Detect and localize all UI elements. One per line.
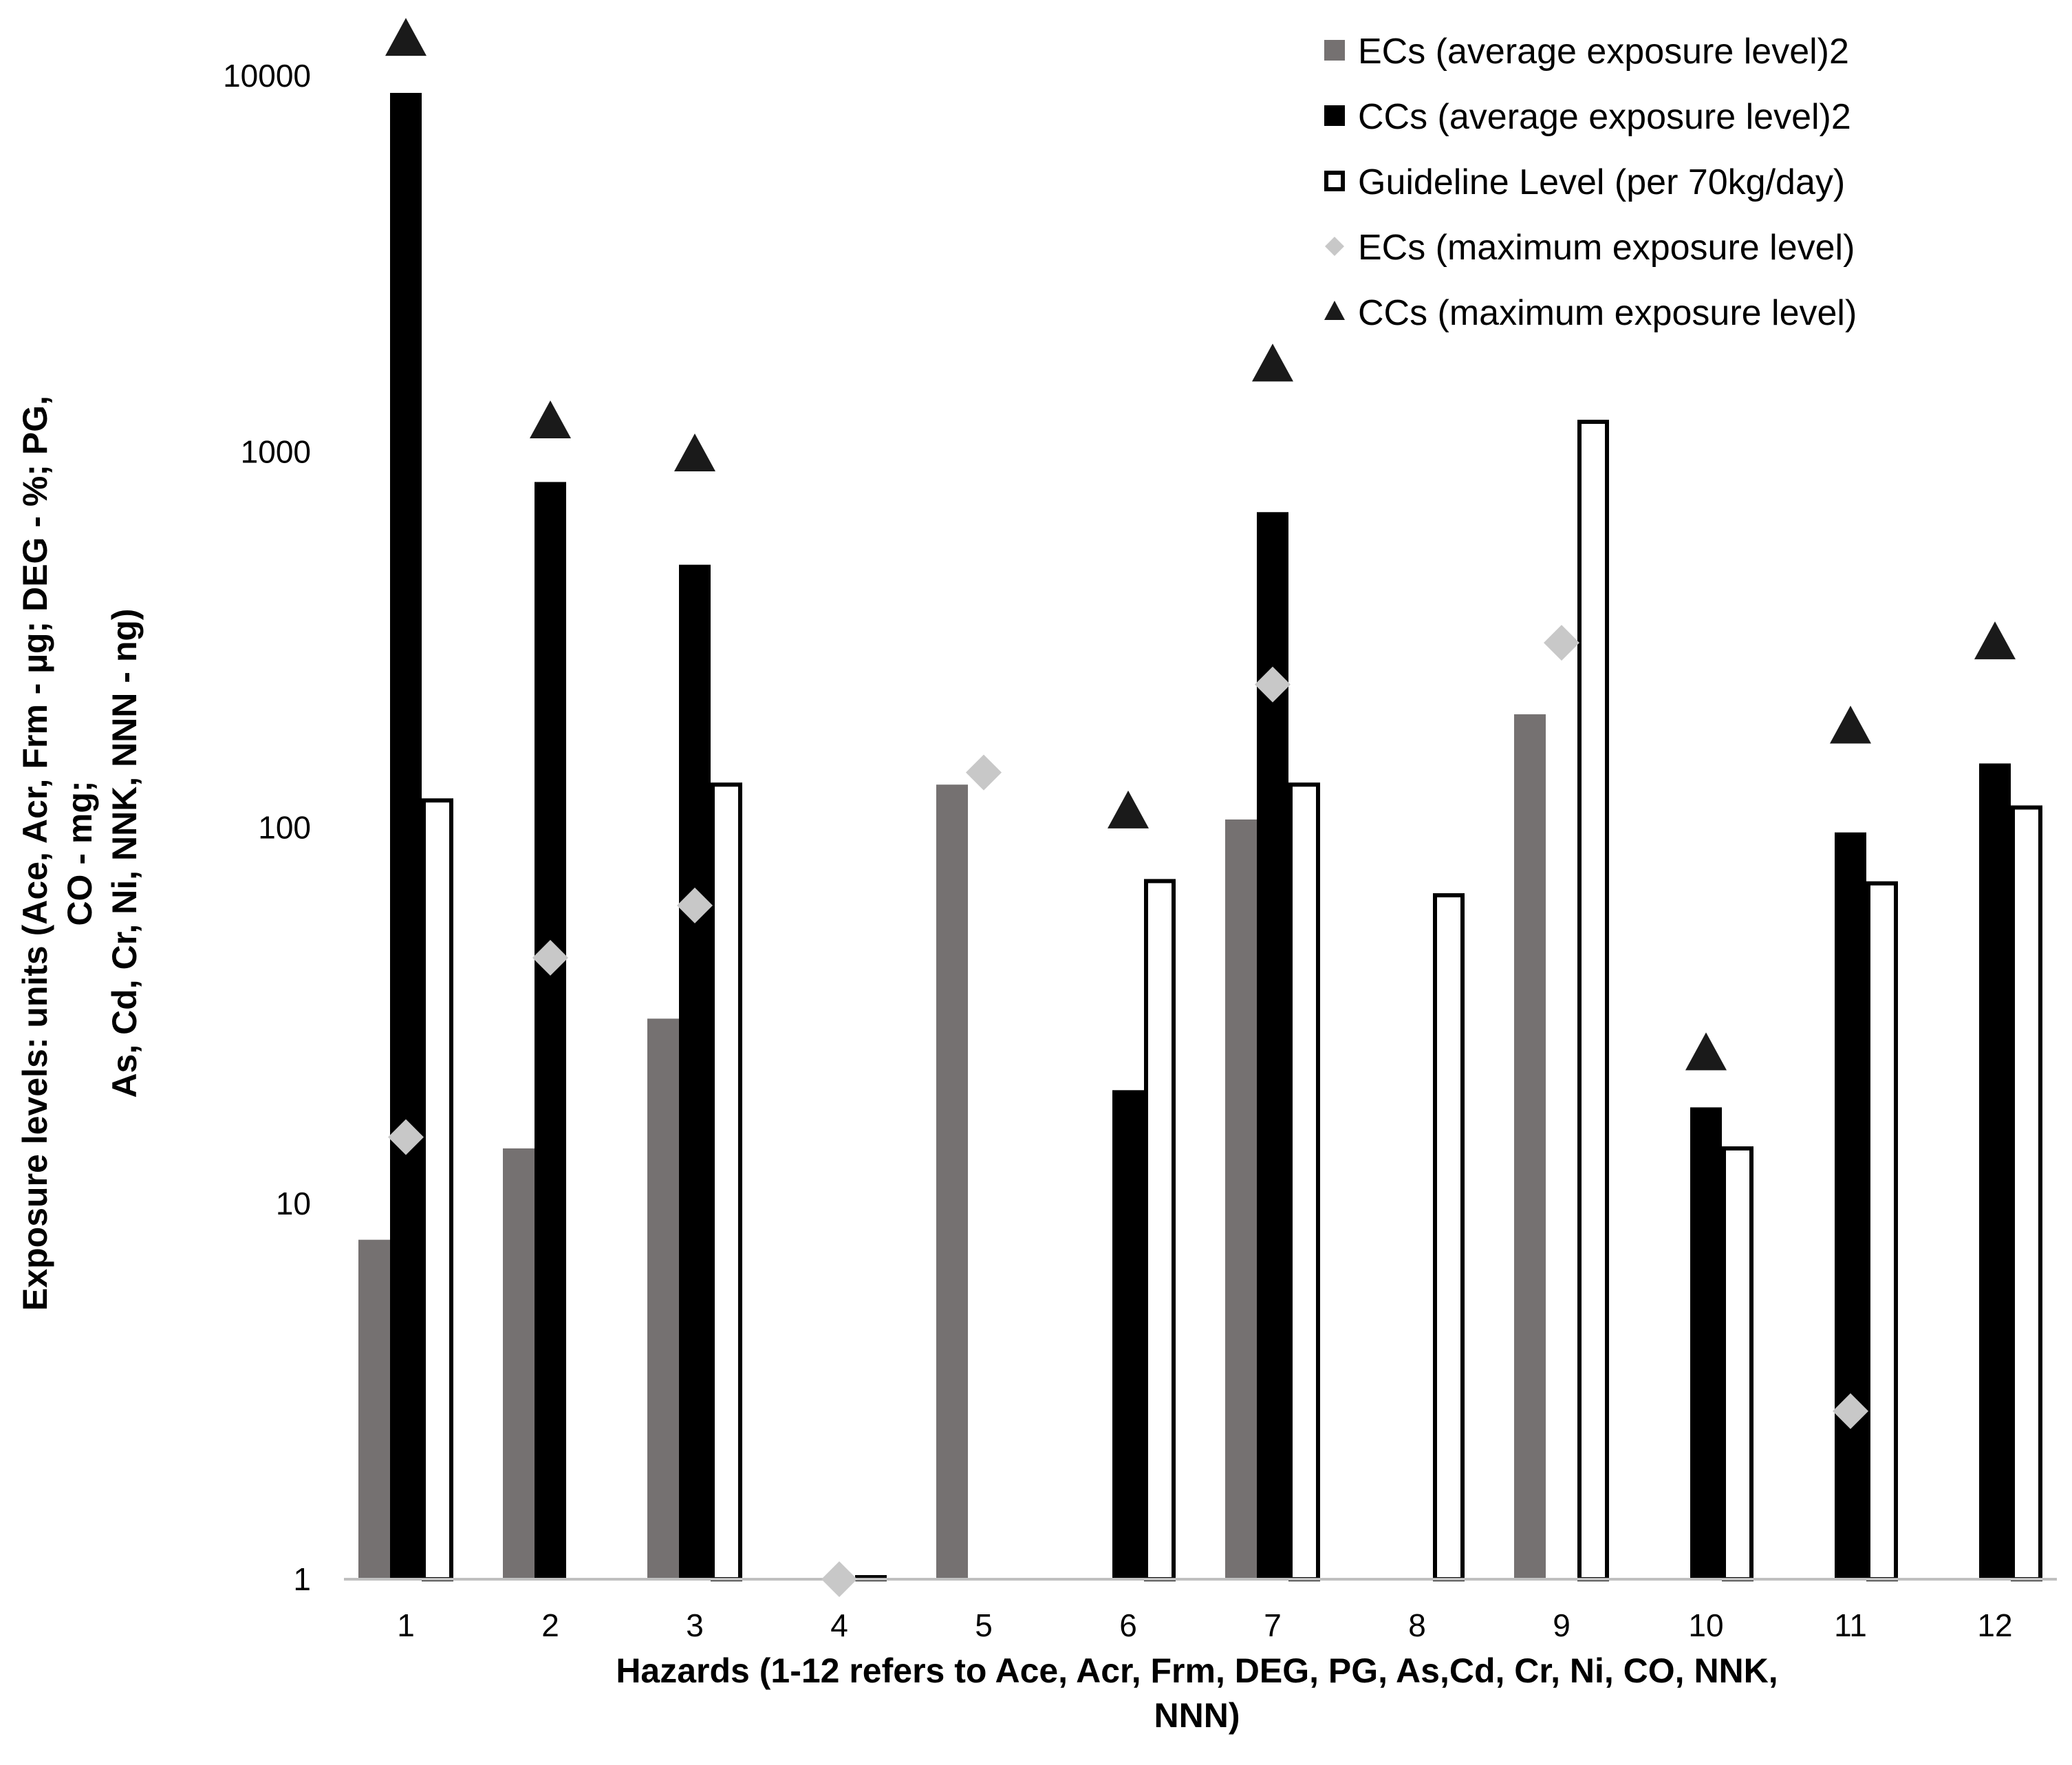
y-axis-title-line: Exposure levels: units (Ace, Acr, Frm - … [16,396,54,1311]
chart-bars [358,92,2042,1582]
chart-markers [385,18,2016,1597]
x-axis-title: Hazards (1-12 refers to Ace, Acr, Frm, D… [616,1651,1778,1735]
x-axis-ticks: 1 2 3 4 5 6 7 8 9 10 11 12 [397,1607,2012,1643]
x-tick-label: 3 [686,1607,704,1643]
marker-ccs-maximum [674,434,715,472]
bar-ecs-average [1514,714,1546,1579]
bar-guideline [1144,879,1176,1581]
bar-guideline [1722,1146,1753,1582]
bar-ccs-average [390,92,422,1579]
y-axis-title-line: CO - mg; [61,780,99,926]
bar-ccs-average [1979,763,2011,1579]
legend-label: CCs (maximum exposure level) [1358,293,1857,333]
bar-ccs-average [1835,832,1866,1579]
x-tick-label: 2 [541,1607,559,1643]
legend-label: ECs (maximum exposure level) [1358,228,1855,268]
bar-guideline [1577,419,1609,1582]
legend-swatch-ccs-maximum-exposure-level- [1324,301,1345,320]
x-tick-label: 12 [1977,1607,2012,1643]
bar-ecs-average [358,1239,390,1579]
legend-label: CCs (average exposure level)2 [1358,97,1851,137]
bar-ecs-average [503,1148,535,1579]
bar-ccs-average [679,564,711,1579]
bar-ecs-average [1225,819,1257,1579]
x-tick-label: 1 [397,1607,415,1643]
y-axis-ticks: 1 10 100 1000 10000 [223,58,311,1597]
y-tick-label: 1 [293,1561,311,1597]
marker-ccs-maximum [1252,343,1293,382]
x-tick-label: 6 [1119,1607,1137,1643]
marker-ecs-maximum [532,939,568,976]
legend-swatch-ecs-maximum-exposure-level- [1325,237,1344,256]
marker-ecs-maximum [677,887,713,923]
y-axis-title-line: As, Cd, Cr, Ni, NNK, NNN - ng) [105,608,144,1098]
bar-ccs-average [535,482,566,1579]
legend: ECs (average exposure level)2 CCs (averag… [1324,32,1857,333]
marker-ccs-maximum [1685,1032,1727,1071]
marker-ccs-maximum [385,18,427,56]
y-tick-label: 100 [258,810,311,846]
x-tick-label: 5 [975,1607,993,1643]
legend-swatch-ecs-average-exposure-level- [1324,40,1345,61]
bar-guideline [1433,893,1465,1581]
legend-label: Guideline Level (per 70kg/day) [1358,162,1845,202]
marker-ccs-maximum [530,400,571,438]
x-tick-label: 4 [830,1607,848,1643]
marker-ecs-maximum [1255,666,1291,703]
bar-guideline [1866,881,1898,1581]
legend-swatch-guideline-level-per-kg-day- [1324,171,1345,191]
x-tick-label: 9 [1553,1607,1571,1643]
marker-ecs-maximum [388,1119,424,1155]
marker-ecs-maximum [821,1561,857,1597]
x-axis-title-line: Hazards (1-12 refers to Ace, Acr, Frm, D… [616,1651,1778,1690]
x-axis-title-line: NNN) [1154,1696,1240,1735]
y-axis-title: Exposure levels: units (Ace, Acr, Frm - … [16,396,144,1311]
marker-ecs-maximum [1544,625,1579,661]
bar-ecs-average [647,1018,679,1579]
marker-ecs-maximum [966,754,1002,791]
bar-ccs-average [1690,1107,1722,1579]
x-tick-label: 8 [1408,1607,1426,1643]
marker-ccs-maximum [1830,705,1871,744]
marker-ccs-maximum [1108,790,1149,828]
marker-ccs-maximum [1974,621,2016,660]
bar-guideline [711,782,742,1581]
marker-ecs-maximum [1833,1393,1868,1429]
bar-guideline [1288,782,1320,1581]
x-tick-label: 11 [1834,1607,1867,1643]
bar-guideline [422,798,453,1581]
bar-guideline [2011,805,2042,1581]
y-tick-label: 10000 [223,58,311,94]
x-tick-label: 10 [1688,1607,1723,1643]
x-tick-label: 7 [1264,1607,1282,1643]
legend-swatch-ccs-average-exposure-level- [1324,105,1345,126]
legend-label: ECs (average exposure level)2 [1358,32,1849,72]
y-tick-label: 1000 [241,434,311,469]
bar-ecs-average [936,784,968,1579]
bar-ccs-average [1112,1090,1144,1579]
y-tick-label: 10 [276,1186,311,1221]
